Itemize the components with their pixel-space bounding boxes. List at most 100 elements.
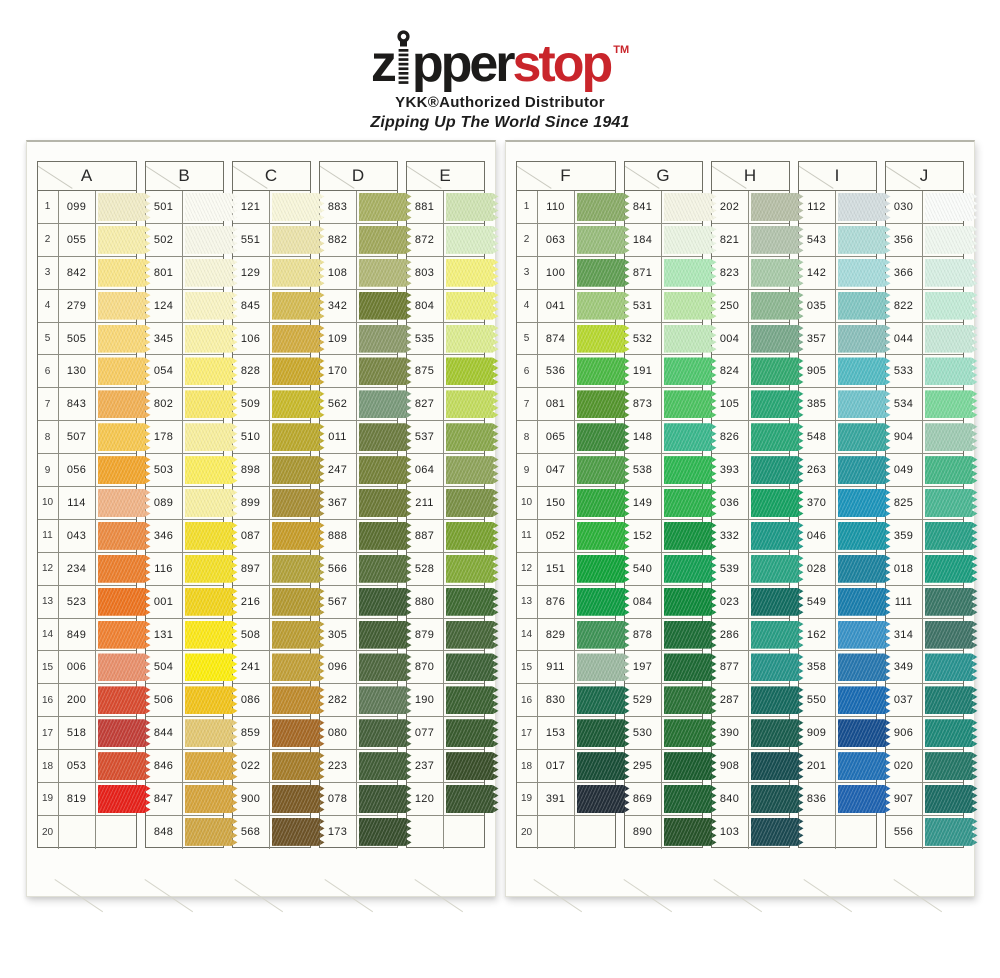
- color-code: 890: [625, 815, 662, 849]
- color-code: 899: [233, 487, 270, 519]
- swatch-area: [270, 783, 310, 815]
- swatch-row: 086: [232, 684, 310, 718]
- swatch-area: [183, 750, 223, 782]
- swatch-area: [662, 586, 702, 618]
- color-swatch: [446, 325, 499, 353]
- swatch-area: [183, 454, 223, 486]
- swatch-row: 900: [232, 783, 310, 816]
- swatch-row: 871: [624, 256, 702, 290]
- color-swatch: [664, 193, 717, 221]
- swatch-area: [96, 421, 136, 453]
- swatch-row: 883: [319, 191, 397, 224]
- swatch-row: 1 110: [516, 191, 615, 224]
- swatch-row: 5 505: [37, 322, 136, 356]
- swatch-area: [575, 454, 615, 486]
- swatch-row: 345: [145, 322, 223, 356]
- color-code: 020: [886, 750, 923, 783]
- column-I: I 112 543 142 035 357 905 385 548 263 370 046 028 549…: [797, 161, 877, 849]
- swatch-area: [270, 520, 310, 552]
- color-swatch: [272, 357, 325, 385]
- color-code: 148: [625, 421, 662, 454]
- crease-mark: [802, 879, 852, 913]
- swatch-area: [270, 684, 310, 716]
- swatch-area: [662, 257, 702, 289]
- swatch-row: 556: [886, 815, 963, 849]
- swatch-row: 287: [711, 684, 789, 718]
- swatch-area: [836, 257, 876, 289]
- color-swatch: [838, 489, 891, 517]
- row-number: 12: [38, 552, 59, 585]
- swatch-row: 096: [319, 651, 397, 685]
- color-swatch: [446, 588, 499, 616]
- swatch-area: [444, 388, 484, 420]
- swatch-row: 191: [624, 355, 702, 389]
- color-swatch: [577, 752, 630, 780]
- swatch-row: 080: [319, 717, 397, 751]
- swatch-row: 201: [798, 750, 876, 784]
- swatch-area: [923, 553, 963, 585]
- row-number: 9: [517, 454, 538, 487]
- color-swatch: [577, 522, 630, 550]
- color-swatch: [751, 390, 804, 418]
- swatch-area: [270, 553, 310, 585]
- color-swatch: [838, 390, 891, 418]
- color-code: 234: [59, 552, 96, 585]
- swatch-row: 7 843: [37, 388, 136, 422]
- column-A: A 1 099 2 055 3 842 4 279 5 505 6 130 7 843 8 507 9 056 10 1…: [36, 161, 137, 849]
- color-swatch: [838, 522, 891, 550]
- color-code: 828: [233, 355, 270, 388]
- color-code: 001: [146, 585, 183, 618]
- column-letter: B: [178, 166, 190, 185]
- color-code: 022: [233, 750, 270, 783]
- color-swatch: [98, 686, 151, 714]
- color-swatch: [359, 719, 412, 747]
- column-header-B: B: [145, 162, 223, 191]
- color-swatch: [98, 193, 151, 221]
- color-swatch: [272, 226, 325, 254]
- swatch-area: [183, 684, 223, 716]
- swatch-row: 898: [232, 454, 310, 488]
- color-code: 184: [625, 223, 662, 256]
- color-swatch: [577, 588, 630, 616]
- swatch-row: 004: [711, 322, 789, 356]
- color-swatch: [577, 226, 630, 254]
- column-J: J 030 356 366 822 044 533 534 904 049 825 359 018 111…: [884, 161, 964, 849]
- color-swatch: [446, 719, 499, 747]
- swatch-area: [575, 290, 615, 322]
- swatch-row: 825: [885, 487, 963, 520]
- color-swatch: [185, 325, 238, 353]
- color-swatch: [664, 489, 717, 517]
- color-code: 356: [886, 223, 923, 256]
- color-code: 873: [625, 388, 662, 421]
- swatch-row: 357: [798, 322, 876, 356]
- color-swatch: [925, 653, 978, 681]
- color-code: 846: [146, 750, 183, 783]
- color-swatch: [185, 555, 238, 583]
- swatch-area: [575, 323, 615, 355]
- swatch-area: [183, 717, 223, 749]
- swatch-area: [749, 651, 789, 683]
- color-swatch: [185, 818, 238, 846]
- color-swatch: [925, 489, 978, 517]
- swatch-row: 11 052: [516, 519, 615, 553]
- swatch-area: [357, 388, 397, 420]
- color-swatch: [577, 686, 630, 714]
- swatch-area: [749, 783, 789, 815]
- color-code: 370: [799, 487, 836, 519]
- swatch-area: [923, 619, 963, 651]
- swatch-row: 046: [798, 519, 876, 553]
- color-swatch: [577, 390, 630, 418]
- color-swatch: [98, 390, 151, 418]
- color-code: 190: [407, 684, 444, 717]
- color-code: 502: [146, 223, 183, 256]
- row-number: 9: [38, 454, 59, 487]
- swatch-row: 247: [319, 454, 397, 488]
- column-header-A: A: [37, 162, 136, 191]
- swatch-row: 873: [624, 388, 702, 422]
- color-code: 551: [233, 223, 270, 256]
- swatch-area: [662, 520, 702, 552]
- swatch-area: [357, 651, 397, 683]
- color-swatch: [664, 259, 717, 287]
- column-H: H 202 821 823 250 004 824 105 826 393 036 332 539 023…: [710, 161, 790, 849]
- color-code: 100: [538, 256, 575, 289]
